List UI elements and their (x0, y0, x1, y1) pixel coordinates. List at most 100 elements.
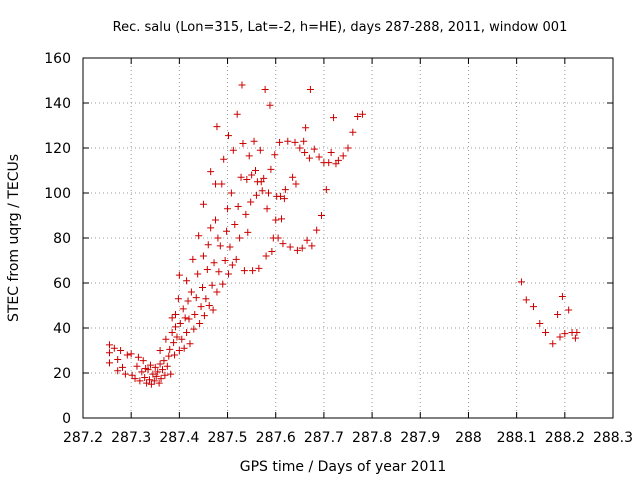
data-point (141, 374, 149, 381)
data-point (344, 144, 352, 152)
data-point (278, 215, 286, 223)
data-point (250, 137, 258, 145)
data-point (542, 329, 550, 336)
data-point (138, 368, 146, 376)
data-point (175, 347, 183, 354)
y-tick-label: 60 (53, 276, 71, 292)
data-point (248, 171, 256, 179)
data-point (558, 293, 566, 300)
data-point (234, 203, 242, 210)
data-point (154, 368, 162, 376)
data-point (114, 367, 122, 375)
data-point (200, 312, 208, 320)
data-point (209, 306, 217, 314)
data-point (145, 376, 153, 384)
data-point (296, 144, 304, 152)
data-point (185, 315, 193, 323)
x-tick-labels: 287.2 287.3 287.4 287.5 287.6 287.7 287.8 287.9… (63, 430, 633, 446)
data-point (265, 189, 272, 197)
data-point (247, 198, 255, 206)
data-point (187, 288, 195, 296)
data-point (183, 277, 191, 285)
data-point (161, 371, 169, 379)
data-point (277, 192, 285, 200)
data-point (517, 278, 525, 286)
data-point (573, 329, 581, 336)
data-point (556, 333, 564, 341)
data-point (330, 114, 338, 122)
data-point (195, 232, 203, 240)
data-point (339, 152, 347, 160)
data-point (214, 234, 222, 242)
data-point (213, 123, 221, 131)
data-point (123, 351, 131, 359)
data-point (199, 200, 207, 208)
data-point (106, 359, 113, 367)
data-point (236, 234, 244, 242)
data-point (561, 330, 569, 338)
data-point (261, 86, 269, 93)
data-point (128, 371, 136, 379)
data-point (223, 227, 231, 235)
data-point (313, 226, 321, 234)
data-point (143, 379, 151, 387)
data-point (190, 325, 198, 333)
data-point (291, 138, 299, 146)
data-point (228, 261, 236, 269)
data-point (216, 242, 224, 250)
data-point (172, 323, 180, 331)
data-point (302, 124, 310, 132)
data-point (293, 246, 301, 254)
data-point (127, 350, 135, 358)
data-point (172, 311, 180, 318)
data-point (189, 255, 197, 263)
data-point (144, 366, 152, 374)
data-point (119, 363, 127, 371)
data-point (231, 221, 239, 228)
x-tick-label: 287.6 (256, 430, 296, 446)
data-point (168, 329, 176, 336)
data-point (191, 311, 199, 318)
data-point (310, 145, 318, 153)
data-point (106, 349, 113, 357)
data-point (260, 174, 268, 182)
data-point (249, 267, 257, 275)
x-tick-label: 288.1 (497, 430, 537, 446)
data-point (171, 351, 179, 359)
data-point (262, 252, 270, 260)
y-tick-label: 0 (62, 411, 71, 427)
data-point (303, 236, 311, 244)
data-point (358, 110, 366, 118)
x-tick-label: 288 (455, 430, 482, 446)
data-point (202, 295, 210, 303)
data-point (218, 180, 226, 188)
y-tick-label: 140 (44, 96, 71, 112)
data-point (203, 266, 211, 273)
data-point (156, 360, 164, 368)
data-point (152, 372, 160, 380)
y-tick-label: 100 (44, 186, 71, 202)
data-point (160, 357, 168, 365)
data-point (167, 370, 175, 378)
data-point (150, 377, 158, 385)
data-point (207, 168, 215, 176)
data-point (276, 138, 284, 146)
data-point (258, 187, 266, 195)
data-point (349, 128, 357, 136)
data-point (121, 370, 129, 378)
data-point (194, 270, 202, 278)
data-point (139, 357, 147, 365)
data-point (174, 295, 182, 303)
data-point (155, 379, 163, 387)
data-point (180, 344, 188, 352)
x-axis-label: GPS time / Days of year 2011 (240, 459, 447, 475)
data-point (134, 353, 142, 361)
data-point (266, 101, 274, 109)
data-point (308, 242, 316, 250)
x-tick-label: 287.3 (111, 430, 151, 446)
data-point (554, 311, 562, 318)
data-point (186, 340, 194, 348)
data-point (106, 341, 113, 349)
data-point (267, 165, 275, 173)
data-point (213, 288, 221, 296)
